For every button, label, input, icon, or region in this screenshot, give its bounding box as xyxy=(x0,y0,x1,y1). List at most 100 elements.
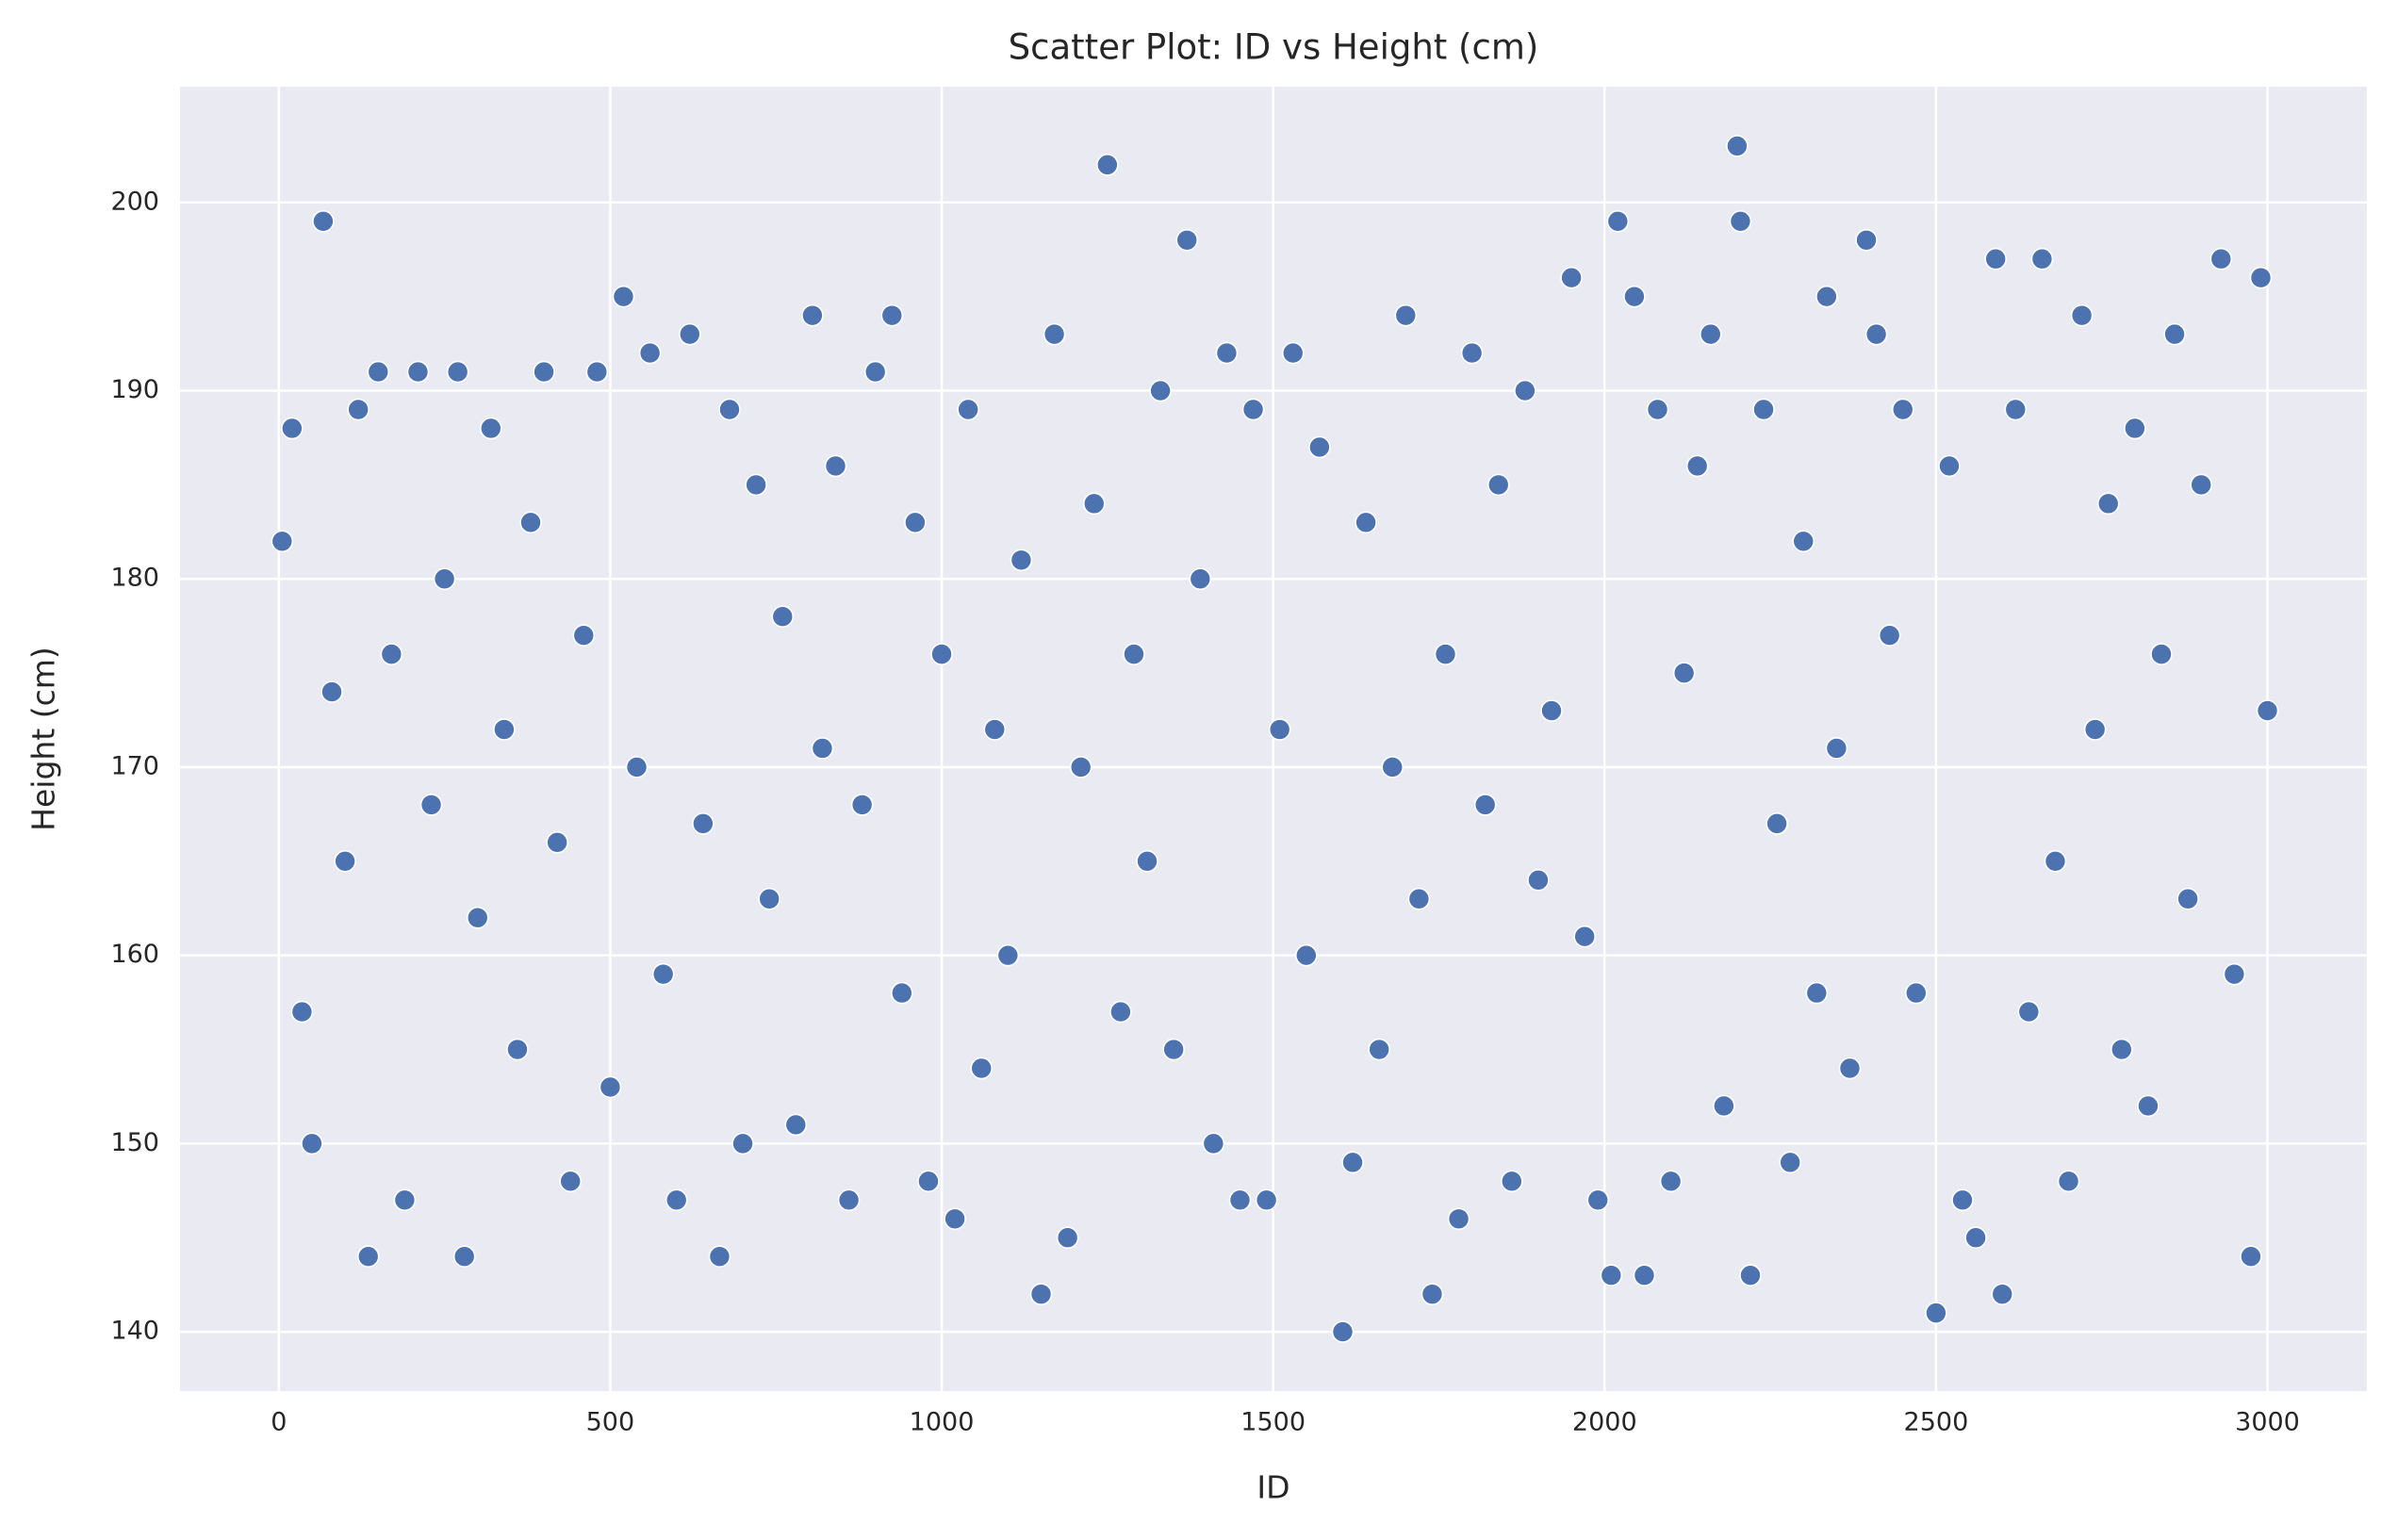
y-tick-label: 200 xyxy=(110,187,159,216)
points xyxy=(271,135,2279,1343)
point xyxy=(708,1245,731,1269)
point xyxy=(678,322,701,346)
point xyxy=(1891,398,1914,421)
point xyxy=(801,303,824,327)
point xyxy=(1752,398,1775,421)
point xyxy=(1766,812,1788,835)
point xyxy=(891,981,913,1005)
y-tick-label: 140 xyxy=(110,1317,159,1346)
point xyxy=(1149,379,1172,402)
point xyxy=(1434,643,1457,665)
point xyxy=(2150,643,2173,665)
point xyxy=(1672,662,1696,684)
point xyxy=(1123,643,1145,665)
point xyxy=(1162,1038,1185,1061)
point xyxy=(320,680,343,703)
point xyxy=(2083,718,2107,741)
point xyxy=(1447,1207,1470,1231)
point xyxy=(692,812,714,835)
point xyxy=(1726,135,1749,157)
point xyxy=(480,417,502,440)
point xyxy=(1779,1151,1801,1174)
point xyxy=(1308,435,1331,459)
point xyxy=(731,1132,754,1155)
y-tick-label: 190 xyxy=(110,375,159,404)
point xyxy=(1421,1283,1444,1305)
point xyxy=(2190,473,2212,497)
x-tick-label: 1500 xyxy=(1240,1408,1306,1437)
point xyxy=(1473,794,1497,816)
point xyxy=(1010,549,1033,572)
point xyxy=(599,1075,622,1099)
point xyxy=(1175,228,1199,252)
point xyxy=(1815,285,1838,308)
point xyxy=(1573,925,1596,948)
point xyxy=(1600,1264,1623,1286)
point xyxy=(904,511,927,534)
point xyxy=(1984,247,2007,270)
y-tick-label: 160 xyxy=(110,940,159,969)
point xyxy=(1486,473,1510,497)
point xyxy=(1241,398,1265,421)
point xyxy=(380,643,403,665)
point xyxy=(1215,341,1239,365)
point xyxy=(1109,1000,1132,1024)
point xyxy=(446,360,469,384)
x-tick-label: 0 xyxy=(271,1408,287,1437)
point xyxy=(546,831,568,854)
point xyxy=(301,1132,323,1155)
x-tick-label: 1000 xyxy=(910,1408,975,1437)
x-tick-label: 500 xyxy=(586,1408,635,1437)
point xyxy=(983,718,1007,741)
point xyxy=(2124,417,2146,440)
point xyxy=(1501,1170,1523,1193)
point xyxy=(1295,943,1318,967)
point xyxy=(559,1170,583,1193)
grid xyxy=(180,87,2367,1391)
point xyxy=(1878,624,1901,647)
point xyxy=(2044,850,2067,873)
point xyxy=(2004,398,2028,421)
point xyxy=(625,756,649,778)
point xyxy=(1268,718,1291,741)
point xyxy=(1938,454,1961,478)
point xyxy=(638,341,662,365)
point xyxy=(406,360,430,384)
point xyxy=(466,906,489,929)
x-tick-label: 2000 xyxy=(1572,1408,1637,1437)
point xyxy=(612,285,635,308)
point xyxy=(493,718,516,741)
point xyxy=(1355,511,1377,534)
point xyxy=(957,398,979,421)
point xyxy=(758,887,780,910)
point xyxy=(1964,1226,1987,1250)
point xyxy=(1659,1170,1683,1193)
point xyxy=(1341,1151,1364,1174)
point xyxy=(665,1188,688,1212)
point xyxy=(2111,1038,2133,1061)
x-tick-label: 2500 xyxy=(1904,1408,1969,1437)
point xyxy=(1189,567,1212,591)
point xyxy=(1991,1283,2014,1305)
point xyxy=(824,454,847,478)
point xyxy=(2070,303,2094,327)
point xyxy=(1825,737,1848,760)
point xyxy=(996,943,1020,967)
point xyxy=(2209,247,2233,270)
point xyxy=(1855,228,1878,252)
chart-title: Scatter Plot: ID vs Height (cm) xyxy=(1009,27,1539,68)
point xyxy=(347,398,370,421)
point xyxy=(572,624,596,647)
point xyxy=(1281,341,1305,365)
point xyxy=(1082,492,1106,516)
point xyxy=(519,511,542,534)
point xyxy=(970,1057,994,1080)
y-tick-label: 150 xyxy=(110,1128,159,1157)
point xyxy=(2223,962,2246,986)
point xyxy=(1202,1132,1225,1155)
point xyxy=(1043,322,1066,346)
point xyxy=(944,1207,966,1231)
point xyxy=(2240,1245,2262,1269)
point xyxy=(1606,209,1630,233)
point xyxy=(863,360,887,384)
